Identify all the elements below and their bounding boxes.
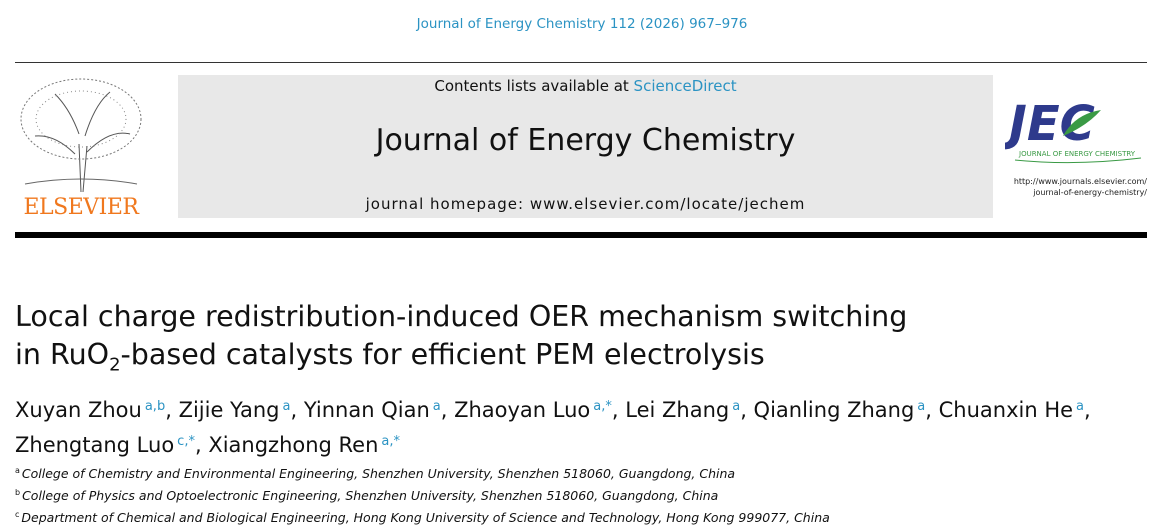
author-name[interactable]: Zhengtang Luo — [15, 433, 175, 457]
author-list: Xuyan Zhou a,b, Zijie Yang a, Yinnan Qian a… — [15, 398, 1091, 457]
author[interactable]: Zhaoyan Luo a,* — [454, 398, 612, 422]
contents-label: Contents lists available at — [434, 77, 634, 95]
divider — [15, 62, 1147, 63]
affiliation-list: a College of Chemistry and Environmental … — [15, 461, 830, 527]
journal-homepage[interactable]: journal homepage: www.elsevier.com/locat… — [365, 195, 806, 213]
author-name[interactable]: Zijie Yang — [178, 398, 280, 422]
author-affiliation-marker[interactable]: a,b — [144, 399, 166, 414]
author[interactable]: Chuanxin He a — [939, 398, 1084, 422]
svg-text:JOURNAL OF ENERGY CHEMISTRY: JOURNAL OF ENERGY CHEMISTRY — [1018, 150, 1136, 158]
elsevier-logo[interactable]: ELSEVIER — [15, 74, 147, 220]
author[interactable]: Lei Zhang a — [625, 398, 740, 422]
author-affiliation-marker[interactable]: a — [282, 399, 291, 414]
jec-logo[interactable]: JEC JOURNAL OF ENERGY CHEMISTRY http://w… — [1001, 96, 1147, 206]
author-affiliation-marker[interactable]: a,* — [381, 434, 401, 449]
author[interactable]: Qianling Zhang a — [754, 398, 926, 422]
journal-banner: Contents lists available at ScienceDirec… — [178, 75, 993, 218]
jec-logo-icon: JEC JOURNAL OF ENERGY CHEMISTRY — [1001, 96, 1142, 164]
affiliation: a College of Chemistry and Environmental … — [15, 461, 830, 483]
affiliation-text: College of Physics and Optoelectronic En… — [22, 488, 719, 503]
affiliation-text: College of Chemistry and Environmental E… — [21, 466, 736, 481]
author-affiliation-marker[interactable]: a — [732, 399, 741, 414]
affiliation: b College of Physics and Optoelectronic E… — [15, 483, 830, 505]
affiliation-mark: b — [15, 488, 21, 497]
affiliation-text: Department of Chemical and Biological En… — [21, 510, 830, 525]
journal-reference[interactable]: Journal of Energy Chemistry 112 (2026) 9… — [416, 16, 748, 32]
author[interactable]: Zijie Yang a — [179, 398, 291, 422]
affiliation: c Department of Chemical and Biological E… — [15, 505, 830, 527]
author-name[interactable]: Xuyan Zhou — [15, 398, 142, 422]
author-name[interactable]: Chuanxin He — [938, 398, 1074, 422]
author-name[interactable]: Xiangzhong Ren — [208, 433, 379, 457]
sciencedirect-link[interactable]: ScienceDirect — [633, 77, 737, 95]
author-name[interactable]: Yinnan Qian — [303, 398, 430, 422]
author[interactable]: Yinnan Qian a — [304, 398, 441, 422]
author-affiliation-marker[interactable]: a,* — [593, 399, 612, 414]
thick-divider — [15, 232, 1147, 238]
author[interactable]: Xuyan Zhou a,b — [15, 398, 165, 422]
author-affiliation-marker[interactable]: c,* — [177, 434, 195, 449]
jec-url[interactable]: http://www.journals.elsevier.com/journal… — [1013, 177, 1147, 197]
contents-line: Contents lists available at ScienceDirec… — [178, 77, 993, 95]
author-affiliation-marker[interactable]: a — [1076, 399, 1084, 414]
author-name[interactable]: Lei Zhang — [625, 398, 730, 422]
affiliation-mark: a — [15, 466, 20, 475]
author[interactable]: Zhengtang Luo c,* — [15, 433, 195, 457]
author-name[interactable]: Qianling Zhang — [753, 398, 915, 422]
affiliation-mark: c — [15, 510, 20, 519]
author-affiliation-marker[interactable]: a — [917, 399, 926, 414]
author-name[interactable]: Zhaoyan Luo — [454, 398, 591, 422]
article-title: Local charge redistribution-induced OER … — [15, 300, 908, 376]
author[interactable]: Xiangzhong Ren a,* — [208, 433, 400, 457]
tree-icon — [20, 78, 142, 193]
journal-title: Journal of Energy Chemistry — [375, 123, 796, 158]
author-affiliation-marker[interactable]: a — [432, 399, 441, 414]
